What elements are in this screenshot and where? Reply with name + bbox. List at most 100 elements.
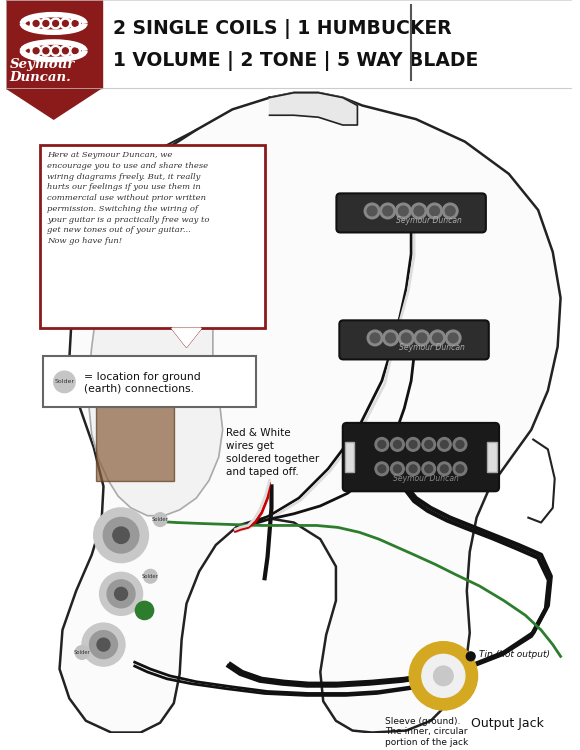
Circle shape [437, 462, 451, 476]
Circle shape [41, 18, 51, 28]
Circle shape [154, 264, 161, 271]
Circle shape [75, 646, 89, 659]
Text: Red & White
wires get
soldered together
and taped off.: Red & White wires get soldered together … [226, 427, 319, 478]
Circle shape [164, 233, 171, 240]
Circle shape [33, 48, 39, 54]
Circle shape [23, 20, 29, 26]
Circle shape [414, 330, 430, 346]
Circle shape [409, 440, 417, 448]
Bar [153, 225, 172, 326]
Circle shape [367, 330, 383, 346]
Text: Seymour Duncan: Seymour Duncan [398, 344, 465, 352]
Circle shape [53, 48, 59, 54]
Circle shape [72, 48, 78, 54]
Circle shape [430, 330, 445, 346]
Polygon shape [172, 328, 201, 346]
Circle shape [33, 20, 39, 26]
Circle shape [434, 666, 453, 686]
Circle shape [380, 203, 396, 219]
Circle shape [21, 46, 32, 56]
Circle shape [164, 248, 171, 256]
FancyBboxPatch shape [339, 320, 489, 359]
FancyBboxPatch shape [40, 145, 264, 328]
Circle shape [453, 437, 467, 452]
Circle shape [406, 462, 420, 476]
Text: Seymour: Seymour [10, 58, 75, 71]
Text: Solder: Solder [74, 650, 90, 655]
Circle shape [443, 203, 458, 219]
Circle shape [406, 437, 420, 452]
Circle shape [70, 18, 81, 28]
Bar [487, 442, 497, 472]
Circle shape [422, 655, 465, 698]
Circle shape [164, 296, 171, 302]
Circle shape [394, 440, 401, 448]
Circle shape [422, 437, 436, 452]
Circle shape [72, 20, 78, 26]
Circle shape [440, 440, 448, 448]
Circle shape [396, 203, 411, 219]
Circle shape [164, 311, 171, 318]
Polygon shape [6, 88, 101, 119]
Circle shape [154, 311, 161, 318]
Circle shape [456, 440, 464, 448]
Circle shape [63, 48, 68, 54]
Circle shape [154, 248, 161, 256]
Circle shape [50, 18, 61, 28]
Bar [96, 371, 174, 481]
Circle shape [43, 20, 49, 26]
Text: Sleeve (ground).
The inner, circular
portion of the jack: Sleeve (ground). The inner, circular por… [385, 717, 468, 747]
Circle shape [445, 206, 455, 216]
Circle shape [154, 233, 161, 240]
FancyBboxPatch shape [43, 356, 256, 407]
Circle shape [398, 206, 408, 216]
Circle shape [456, 465, 464, 472]
Circle shape [398, 330, 414, 346]
Circle shape [383, 330, 398, 346]
Text: Here at Seymour Duncan, we
encourage you to use and share these
wiring diagrams : Here at Seymour Duncan, we encourage you… [47, 152, 209, 245]
Circle shape [164, 264, 171, 271]
Circle shape [401, 333, 411, 343]
Text: Solder: Solder [152, 517, 169, 522]
Circle shape [82, 623, 125, 666]
Circle shape [367, 206, 377, 216]
Bar [6, 0, 101, 88]
Circle shape [143, 569, 157, 583]
Circle shape [43, 48, 49, 54]
Text: Seymour Duncan: Seymour Duncan [393, 474, 459, 483]
Circle shape [100, 572, 143, 615]
Circle shape [425, 440, 433, 448]
Circle shape [440, 465, 448, 472]
Text: Output Jack: Output Jack [471, 717, 543, 730]
Circle shape [63, 20, 68, 26]
Circle shape [394, 465, 401, 472]
Polygon shape [270, 93, 357, 125]
Circle shape [448, 333, 458, 343]
Circle shape [41, 46, 51, 56]
Circle shape [31, 18, 41, 28]
Text: = location for ground
(earth) connections.: = location for ground (earth) connection… [84, 372, 201, 394]
Circle shape [154, 280, 161, 286]
Circle shape [50, 46, 61, 56]
Circle shape [417, 333, 427, 343]
Circle shape [433, 333, 443, 343]
Circle shape [411, 203, 427, 219]
Circle shape [113, 527, 129, 544]
Circle shape [466, 652, 475, 661]
Circle shape [60, 18, 71, 28]
Circle shape [375, 437, 389, 452]
Circle shape [103, 518, 139, 553]
Text: 1 VOLUME | 2 TONE | 5 WAY BLADE: 1 VOLUME | 2 TONE | 5 WAY BLADE [113, 50, 478, 70]
Circle shape [409, 465, 417, 472]
Circle shape [386, 333, 396, 343]
Text: Seymour Duncan: Seymour Duncan [396, 216, 462, 225]
Circle shape [383, 206, 393, 216]
FancyBboxPatch shape [336, 194, 486, 232]
Circle shape [23, 48, 29, 54]
Circle shape [430, 206, 440, 216]
Circle shape [164, 280, 171, 286]
Circle shape [445, 330, 461, 346]
Circle shape [409, 642, 477, 710]
Circle shape [378, 440, 386, 448]
Circle shape [70, 46, 81, 56]
